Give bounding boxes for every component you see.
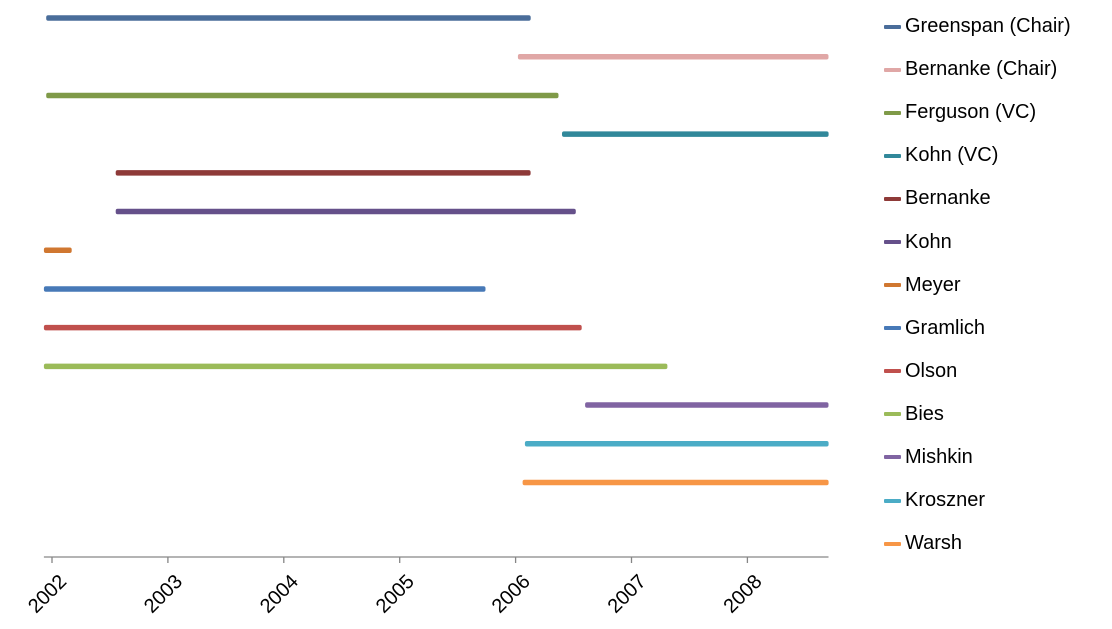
legend-swatch — [884, 24, 901, 29]
legend-item-kroszner: Kroszner — [884, 479, 1110, 522]
x-tick-label-2004: 2004 — [256, 571, 303, 618]
legend-label: Greenspan (Chair) — [905, 15, 1071, 38]
legend-item-gramlich: Gramlich — [884, 307, 1110, 350]
bar-bernanke — [115, 170, 531, 176]
legend-swatch — [884, 326, 901, 331]
legend-item-bernanke-chair: Bernanke (Chair) — [884, 48, 1110, 91]
legend-swatch — [884, 455, 901, 460]
legend-swatch — [884, 283, 901, 288]
bar-gramlich — [43, 286, 486, 292]
legend-item-greenspan-chair: Greenspan (Chair) — [884, 5, 1110, 48]
x-tick-label-2007: 2007 — [604, 571, 651, 618]
legend-label: Kohn (VC) — [905, 144, 999, 167]
legend-swatch — [884, 67, 901, 72]
legend-swatch — [884, 369, 901, 374]
legend-item-ferguson-vc: Ferguson (VC) — [884, 91, 1110, 134]
bar-kohn — [115, 208, 576, 215]
legend-item-bernanke: Bernanke — [884, 177, 1110, 220]
bar-kroszner — [524, 441, 829, 447]
legend-item-kohn: Kohn — [884, 220, 1110, 263]
bar-olson — [43, 324, 582, 331]
legend-swatch — [884, 240, 901, 245]
legend-label: Bernanke — [905, 187, 991, 210]
legend-swatch — [884, 412, 901, 417]
x-tick-label-2005: 2005 — [372, 571, 419, 618]
bar-mishkin — [585, 402, 829, 408]
bar-warsh — [522, 479, 829, 486]
bar-ferguson-vc — [46, 92, 559, 99]
series-bars — [43, 15, 829, 486]
legend-swatch — [884, 498, 901, 503]
x-tick-label-2006: 2006 — [488, 571, 535, 618]
bar-kohn-vc — [562, 131, 829, 137]
timeline-chart: 2002 2003 2004 2005 2006 2007 2008 — [24, 15, 829, 618]
legend-label: Kroszner — [905, 489, 986, 512]
legend-swatch — [884, 541, 901, 546]
legend-label: Mishkin — [905, 445, 973, 468]
x-tick-label-2002: 2002 — [24, 571, 71, 618]
legend-label: Meyer — [905, 273, 961, 296]
bar-bernanke-chair — [517, 54, 829, 60]
legend-item-meyer: Meyer — [884, 264, 1110, 307]
x-axis-tick-labels: 2002 2003 2004 2005 2006 2007 2008 — [24, 571, 766, 618]
legend-label: Gramlich — [905, 316, 986, 339]
legend-swatch — [884, 110, 901, 115]
legend-item-mishkin: Mishkin — [884, 436, 1110, 479]
bar-bies — [43, 363, 668, 370]
legend-label: Warsh — [905, 532, 963, 555]
legend-label: Ferguson (VC) — [905, 101, 1037, 124]
bar-greenspan-chair — [46, 15, 531, 21]
legend-item-bies: Bies — [884, 393, 1110, 436]
x-axis-ticks — [51, 557, 749, 563]
legend-item-warsh: Warsh — [884, 522, 1110, 565]
legend-item-kohn-vc: Kohn (VC) — [884, 134, 1110, 177]
legend-label: Olson — [905, 359, 958, 382]
bar-meyer — [43, 247, 72, 253]
x-tick-label-2008: 2008 — [720, 571, 767, 618]
legend-label: Kohn — [905, 230, 952, 253]
legend-label: Bies — [905, 402, 944, 425]
legend-item-olson: Olson — [884, 350, 1110, 393]
legend: Greenspan (Chair) Bernanke (Chair) Ferguso… — [884, 5, 1110, 565]
legend-swatch — [884, 196, 901, 201]
legend-label: Bernanke (Chair) — [905, 58, 1058, 81]
legend-swatch — [884, 153, 901, 158]
x-tick-label-2003: 2003 — [140, 571, 187, 618]
